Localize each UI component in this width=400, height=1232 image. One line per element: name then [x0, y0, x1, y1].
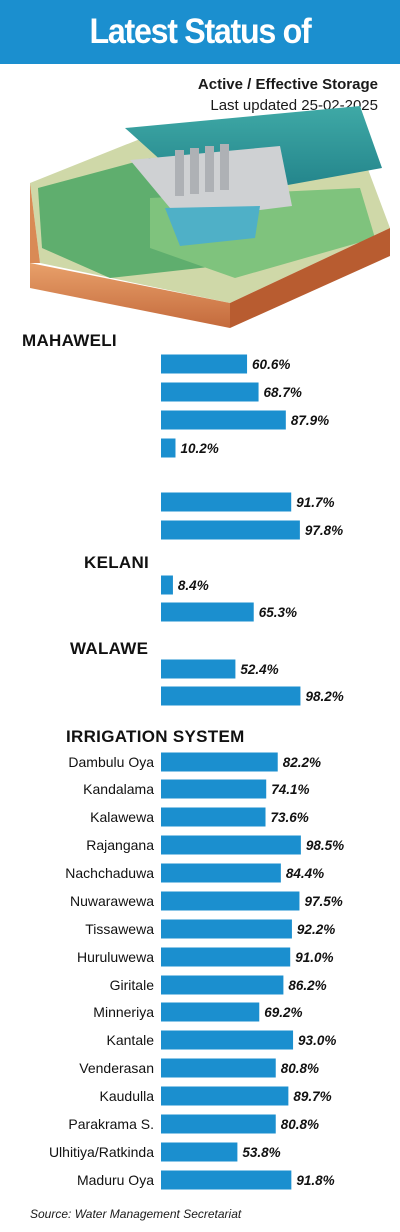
value-label: 91.8% [296, 1173, 334, 1188]
bar [161, 863, 281, 883]
bar [161, 807, 266, 827]
category-label: Dambulu Oya [68, 754, 154, 770]
value-label: 52.4% [240, 662, 278, 677]
bar [161, 975, 284, 995]
bar [161, 410, 286, 430]
category-label: Kaudulla [100, 1088, 155, 1104]
bar [161, 382, 259, 402]
value-label: 97.8% [305, 523, 343, 538]
value-label: 80.8% [281, 1061, 319, 1076]
title-banner [0, 0, 400, 64]
bar [161, 1114, 276, 1134]
category-label: Venderasan [79, 1060, 154, 1076]
value-label: 84.4% [286, 866, 324, 881]
category-label: Kalawewa [90, 809, 154, 825]
value-label: 65.3% [259, 605, 297, 620]
chart-subtitle: Active / Effective Storage [197, 76, 378, 93]
source-note: Source: Water Management Secretariat [30, 1207, 242, 1221]
section-title: IRRIGATION SYSTEM [66, 727, 245, 746]
category-label: Parakrama S. [68, 1116, 154, 1132]
page-title: Latest Status of Reservoirs [89, 12, 312, 115]
value-label: 10.2% [180, 441, 218, 456]
bar [161, 947, 291, 967]
bar [161, 354, 248, 374]
bar [161, 1030, 294, 1050]
category-label: Huruluwewa [77, 949, 154, 965]
section-title: WALAWE [70, 639, 148, 658]
bar [161, 575, 173, 595]
value-label: 82.2% [283, 755, 321, 770]
value-label: 98.2% [305, 689, 343, 704]
category-label: Minneriya [93, 1004, 154, 1020]
value-label: 74.1% [271, 782, 309, 797]
category-label: Giritale [110, 977, 155, 993]
value-label: 89.7% [293, 1089, 331, 1104]
value-label: 53.8% [242, 1145, 280, 1160]
category-label: Rajangana [86, 837, 154, 853]
bar [161, 919, 292, 939]
bar [161, 1086, 289, 1106]
bar [161, 602, 254, 622]
value-label: 86.2% [288, 978, 326, 993]
value-label: 93.0% [298, 1033, 336, 1048]
value-label: 60.6% [252, 357, 290, 372]
bar [161, 438, 176, 458]
category-label: Kandalama [83, 781, 154, 797]
value-label: 68.7% [264, 385, 302, 400]
section-title: MAHAWELI [22, 331, 117, 350]
category-label: Tissawewa [85, 921, 154, 937]
bar [161, 752, 278, 772]
value-label: 69.2% [264, 1005, 302, 1020]
bar [161, 1142, 238, 1162]
bar [161, 686, 301, 706]
bar [161, 659, 236, 679]
bar [161, 1002, 260, 1022]
value-label: 98.5% [306, 838, 344, 853]
bar [161, 1058, 276, 1078]
category-label: Nachchaduwa [65, 865, 154, 881]
value-label: 91.7% [296, 495, 334, 510]
bar [161, 520, 300, 540]
value-label: 97.5% [304, 894, 342, 909]
bar [161, 492, 292, 512]
category-label: Nuwarawewa [70, 893, 154, 909]
bar [161, 891, 300, 911]
bar [161, 1170, 292, 1190]
category-label: Ulhitiya/Ratkinda [49, 1144, 154, 1160]
category-label: Maduru Oya [77, 1172, 154, 1188]
category-label: Kantale [107, 1032, 155, 1048]
value-label: 8.4% [178, 578, 209, 593]
value-label: 73.6% [271, 810, 309, 825]
value-label: 87.9% [291, 413, 329, 428]
bar [161, 779, 267, 799]
dam-illustration [30, 106, 390, 328]
value-label: 91.0% [295, 950, 333, 965]
section-title: KELANI [84, 553, 149, 572]
value-label: 80.8% [281, 1117, 319, 1132]
value-label: 92.2% [297, 922, 335, 937]
bar [161, 835, 301, 855]
